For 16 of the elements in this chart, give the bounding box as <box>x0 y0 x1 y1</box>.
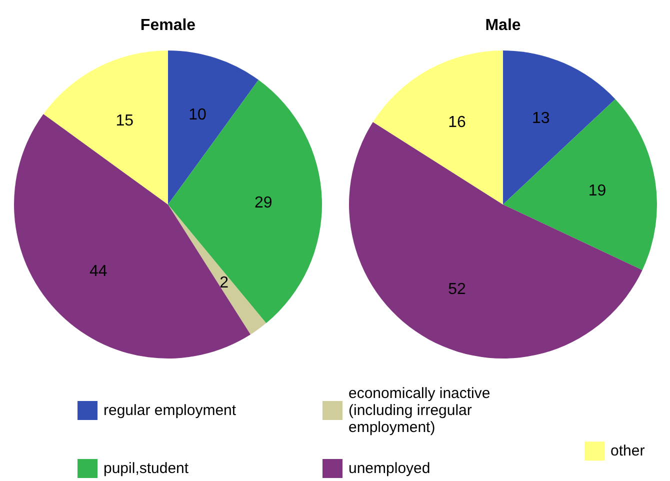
legend-label: economically inactive (including irregular employment) <box>348 385 490 436</box>
legend-label: other <box>610 442 645 460</box>
legend-label: regular employment <box>104 402 237 419</box>
slice-label: Male <box>485 17 521 34</box>
data-label: 13 <box>532 110 550 127</box>
data-label: 2 <box>220 274 229 292</box>
legend-label: unemployed <box>348 460 430 477</box>
slice-label: Female <box>140 17 196 34</box>
data-label: 29 <box>254 194 272 212</box>
data-label: 10 <box>188 106 207 124</box>
data-label: 16 <box>448 114 466 131</box>
data-label: 44 <box>90 262 108 280</box>
data-label: 19 <box>588 182 606 200</box>
data-label: 52 <box>448 281 466 298</box>
data-label: 15 <box>116 112 134 130</box>
legend-label: pupil,student <box>104 460 190 477</box>
